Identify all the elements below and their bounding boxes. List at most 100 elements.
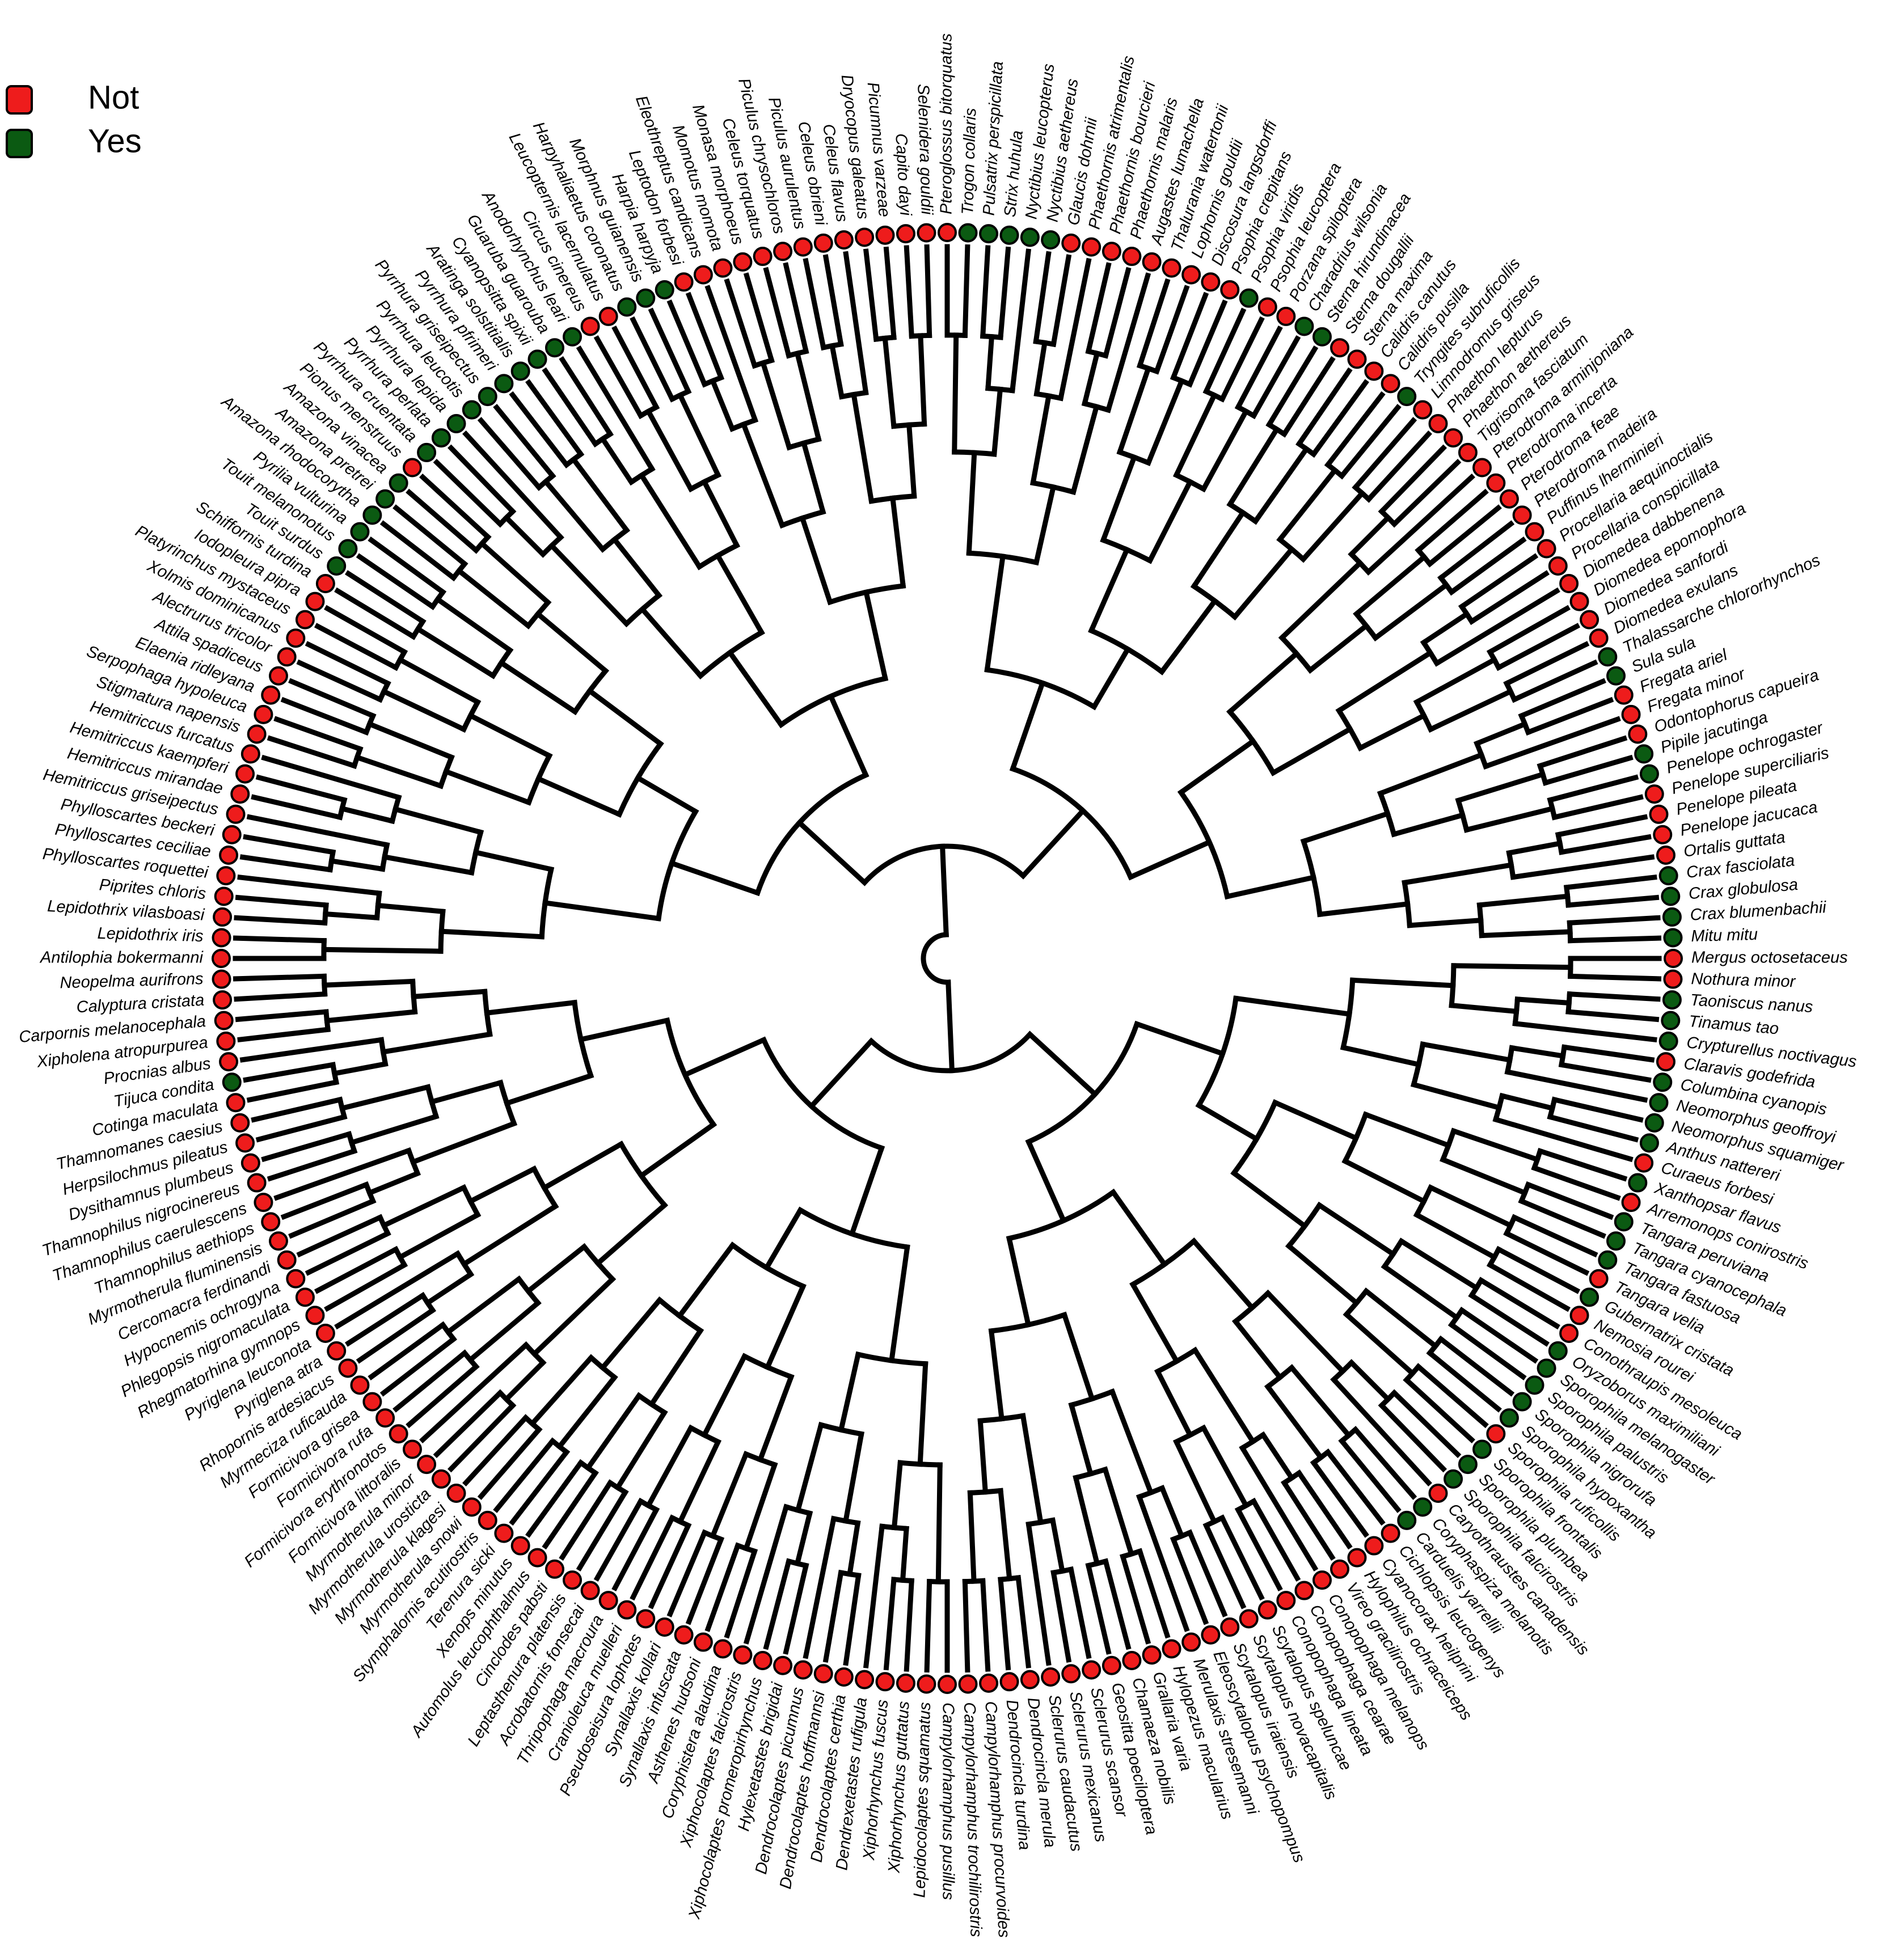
branch (1427, 688, 1514, 733)
branch (783, 1562, 809, 1655)
branch (577, 1017, 670, 1043)
branch (321, 947, 444, 954)
branch (822, 254, 844, 348)
tip-marker (1499, 1408, 1519, 1428)
branch (1447, 1321, 1527, 1380)
tip-marker (1181, 265, 1201, 285)
branch (1348, 1359, 1392, 1403)
tip-marker (362, 505, 382, 525)
branch (1033, 251, 1052, 345)
branch (1170, 1536, 1209, 1625)
tip-marker (674, 1625, 694, 1645)
branch (677, 1438, 721, 1526)
branch (428, 1079, 504, 1105)
tip-marker (219, 1052, 239, 1072)
branch (447, 1401, 517, 1473)
branch (1105, 272, 1151, 413)
branch (1146, 478, 1194, 564)
branch (368, 537, 447, 596)
tip-marker (1634, 744, 1654, 764)
branch (677, 391, 721, 479)
branch (392, 806, 484, 836)
tip-marker (1101, 242, 1121, 261)
branch (1413, 1211, 1498, 1261)
branch (356, 553, 436, 610)
branch (548, 542, 630, 628)
tip-marker (1428, 1484, 1448, 1503)
tip-marker (240, 1153, 260, 1173)
tip-marker (1661, 1011, 1681, 1030)
branch (1567, 915, 1661, 926)
branch (1415, 488, 1489, 554)
branch (1468, 1292, 1550, 1347)
tip-marker (222, 1072, 242, 1092)
tip-marker (1663, 928, 1683, 948)
branch (1378, 1401, 1447, 1473)
tip-marker (1525, 522, 1544, 542)
tip-marker (235, 1133, 255, 1153)
tip-marker (1162, 1639, 1181, 1659)
branch (1486, 1261, 1571, 1312)
branch (255, 1113, 348, 1143)
tip-label: Campylorhamphus trochilirostris (960, 1702, 985, 1937)
branch (966, 450, 977, 556)
tip-label: Capito dayi (892, 133, 914, 217)
branch (1310, 379, 1369, 458)
branch (998, 1488, 1012, 1582)
branch (1525, 1181, 1614, 1220)
tip-label: Antilophia bokermanni (39, 949, 204, 967)
tip-marker (1082, 1660, 1101, 1680)
branch (827, 692, 870, 779)
branch (1009, 679, 1046, 772)
branch (1070, 403, 1100, 496)
branch (1324, 1448, 1386, 1526)
branch (345, 570, 427, 625)
branch (1420, 1041, 1513, 1063)
tip-label: Lepidothrix iris (97, 924, 204, 945)
branch (328, 858, 386, 872)
branch (1426, 504, 1502, 568)
branch (411, 989, 488, 1000)
tip-marker (213, 990, 233, 1010)
tip-marker (545, 338, 564, 358)
branch (1468, 570, 1550, 625)
branch (1437, 1335, 1515, 1397)
tip-marker (327, 556, 347, 576)
tip-marker (216, 1031, 236, 1051)
branch (314, 1245, 399, 1294)
branch (904, 1578, 915, 1672)
branch (918, 333, 927, 427)
branch-arc (921, 932, 951, 985)
tree (233, 244, 1662, 1673)
branch (1116, 365, 1152, 455)
tip-marker (733, 1645, 753, 1665)
tip-marker (896, 224, 915, 244)
branch (542, 478, 606, 553)
branch (462, 430, 564, 541)
branch (503, 514, 547, 558)
branch (1057, 257, 1092, 402)
tip-marker (235, 764, 255, 784)
branch (851, 391, 875, 504)
branch (648, 1522, 692, 1610)
branch (794, 1510, 813, 1567)
branch (1259, 1431, 1295, 1482)
tip-marker (1658, 866, 1678, 886)
branch (493, 1437, 556, 1513)
branch (1177, 737, 1257, 796)
tip-marker (1512, 1392, 1532, 1412)
tip-marker (277, 1250, 297, 1270)
branch (700, 478, 740, 549)
branch (638, 1121, 718, 1180)
branch (586, 687, 664, 747)
branch (251, 794, 343, 821)
branch (630, 1514, 676, 1601)
branch (1170, 292, 1209, 381)
tip-marker (1082, 237, 1101, 257)
tip-marker (462, 400, 482, 420)
branch (1362, 1111, 1452, 1149)
branch (542, 1469, 599, 1550)
branch (1537, 735, 1628, 770)
tip-marker (1444, 428, 1463, 448)
branch (1264, 1383, 1324, 1461)
